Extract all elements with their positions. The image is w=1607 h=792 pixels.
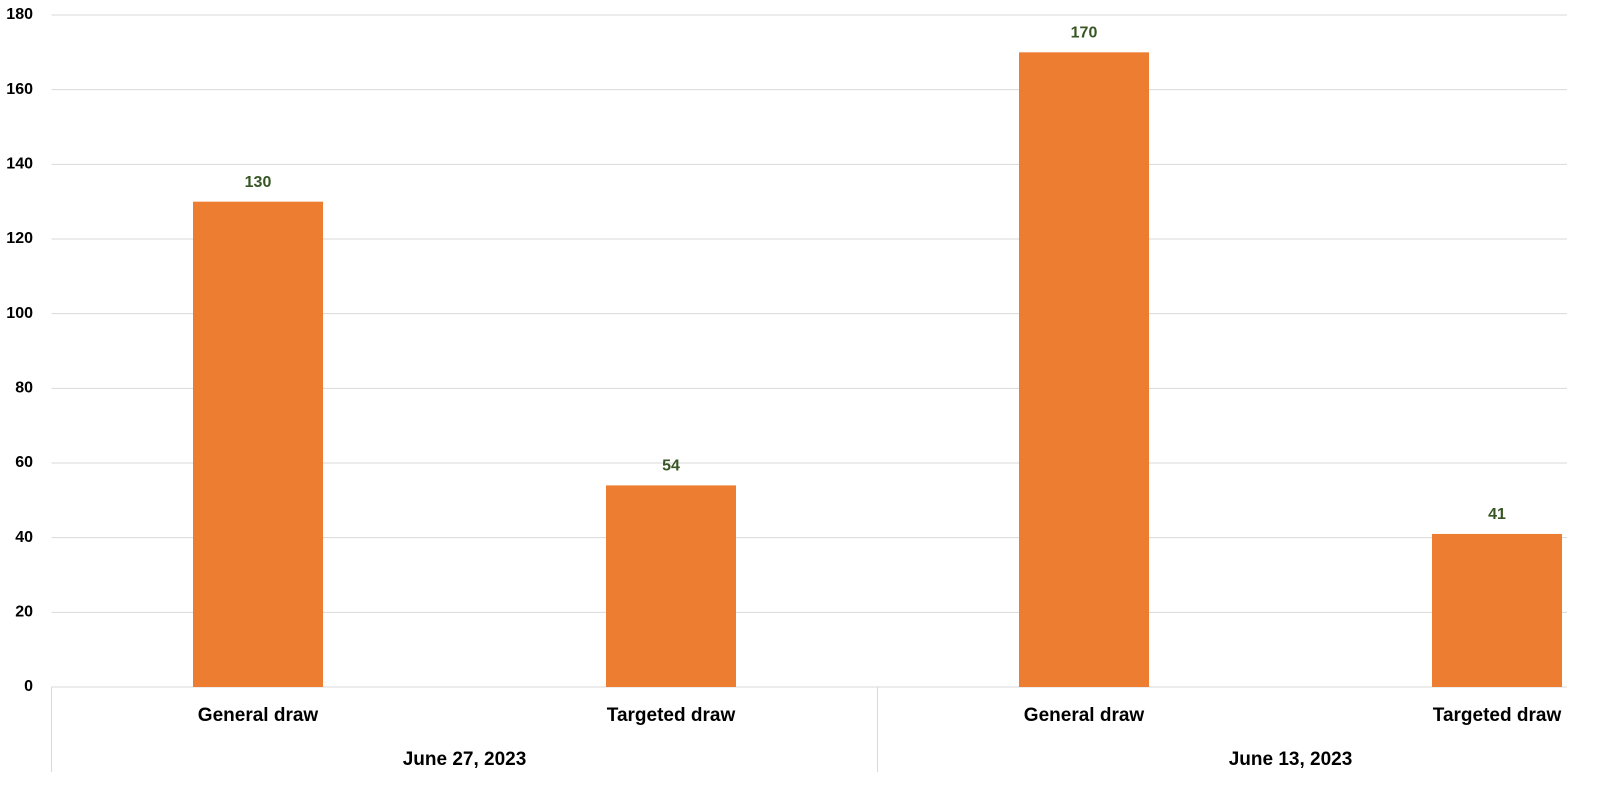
data-label: 41 [1488,506,1506,523]
data-label: 54 [662,458,680,475]
bar [193,201,323,687]
bar [606,485,736,687]
x-tick-label: General draw [1024,705,1145,726]
y-tick-label: 0 [24,678,33,695]
y-tick-label: 180 [6,6,33,23]
y-tick-label: 40 [15,529,33,546]
y-tick-label: 140 [6,156,33,173]
x-tick-label: Targeted draw [607,705,736,726]
data-label: 130 [245,174,272,191]
y-tick-label: 120 [6,230,33,247]
group-label: June 27, 2023 [403,749,527,770]
bar [1019,52,1149,688]
y-tick-label: 160 [6,81,33,98]
group-label: June 13, 2023 [1229,749,1353,770]
y-tick-label: 80 [15,380,33,397]
x-tick-label: Targeted draw [1433,705,1562,726]
y-tick-label: 100 [6,305,33,322]
data-label: 170 [1071,25,1098,42]
x-tick-label: General draw [198,705,319,726]
y-tick-label: 20 [15,604,33,621]
y-tick-label: 60 [15,454,33,471]
bar [1432,533,1562,687]
